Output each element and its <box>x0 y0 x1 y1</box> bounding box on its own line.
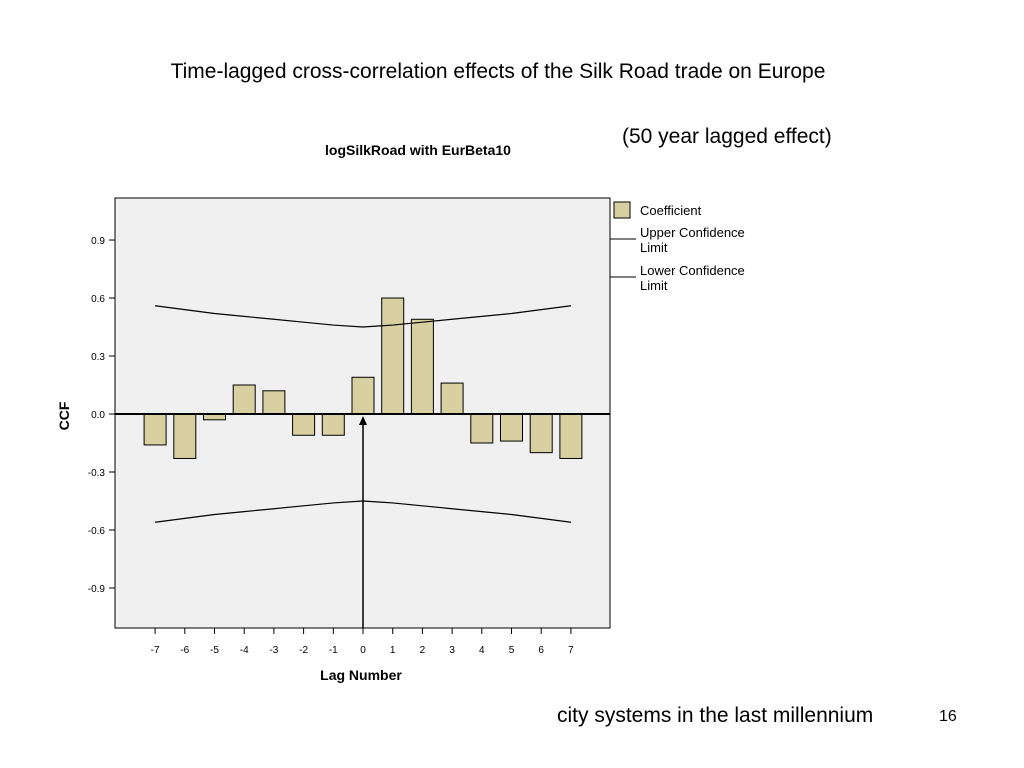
y-tick-label: 0.3 <box>91 352 105 363</box>
legend-label: Upper Confidence Limit <box>640 225 745 255</box>
x-tick-label: 0 <box>360 645 366 656</box>
y-tick-label: -0.6 <box>88 526 106 537</box>
ccf-bar <box>232 384 256 415</box>
x-tick-label: 2 <box>420 645 426 656</box>
x-tick-label: 7 <box>568 645 574 656</box>
x-tick-label: 5 <box>509 645 515 656</box>
lag-zero-arrowhead <box>359 416 367 425</box>
x-tick-label: 4 <box>479 645 485 656</box>
ccf-bar <box>321 413 345 436</box>
y-axis-label: CCF <box>56 401 72 430</box>
slide-title: Time-lagged cross-correlation effects of… <box>170 60 826 83</box>
ccf-bar <box>440 382 464 415</box>
footer-text: city systems in the last millennium <box>557 704 874 727</box>
ccf-bar <box>173 413 197 459</box>
x-tick-label: 1 <box>390 645 396 656</box>
ccf-bar <box>143 413 167 446</box>
ccf-bar <box>381 297 405 415</box>
ccf-bar <box>559 413 583 459</box>
slide-number: 16 <box>939 708 957 725</box>
ccf-bar <box>351 376 375 415</box>
x-tick-label: -5 <box>210 645 219 656</box>
y-tick-label: 0.0 <box>91 410 105 421</box>
ccf-bar <box>410 318 434 415</box>
x-tick-label: -2 <box>299 645 308 656</box>
y-tick-label: 0.6 <box>91 294 105 305</box>
x-tick-label: 6 <box>538 645 544 656</box>
x-tick-label: -3 <box>269 645 278 656</box>
upper-confidence-line <box>155 305 571 328</box>
y-tick-label: -0.3 <box>88 468 106 479</box>
chart-title: logSilkRoad with EurBeta10 <box>325 142 511 158</box>
legend-label: Lower Confidence Limit <box>640 263 745 293</box>
legend-label: Coefficient <box>640 203 702 218</box>
x-tick-label: -7 <box>151 645 160 656</box>
ccf-bar <box>529 413 553 454</box>
ccf-bar <box>470 413 494 444</box>
x-tick-label: -6 <box>180 645 189 656</box>
x-tick-label: -4 <box>240 645 249 656</box>
y-tick-label: 0.9 <box>91 236 105 247</box>
x-tick-label: 3 <box>449 645 455 656</box>
x-axis-label: Lag Number <box>320 667 402 683</box>
ccf-bar <box>262 390 286 415</box>
y-tick-label: -0.9 <box>88 584 106 595</box>
ccf-bar <box>292 413 316 436</box>
legend-swatch-coefficient <box>613 201 631 219</box>
x-tick-label: -1 <box>329 645 338 656</box>
ccf-bar <box>500 413 523 442</box>
lag-note: (50 year lagged effect) <box>622 125 832 148</box>
